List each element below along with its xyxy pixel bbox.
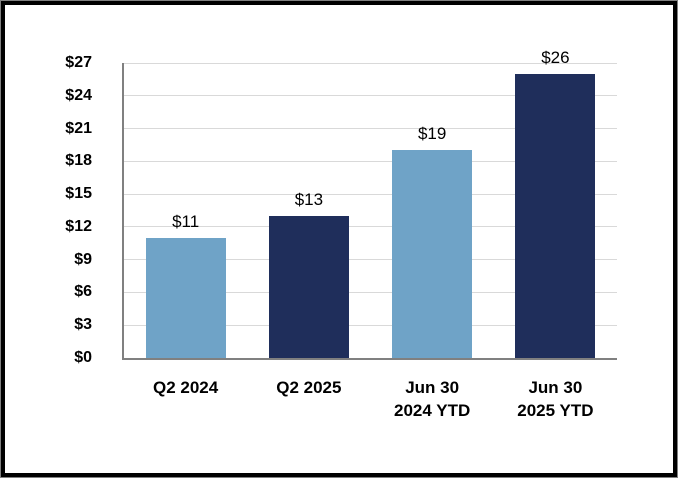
- bar-slot: $19: [371, 63, 494, 358]
- bar: [268, 215, 349, 358]
- x-axis-category-label: Jun 30 2024 YTD: [371, 376, 494, 422]
- y-axis-tick-label: $21: [65, 119, 92, 137]
- plot-area: $11 $13 $19 $26: [122, 49, 617, 360]
- x-axis-category-label-line: 2024 YTD: [394, 401, 471, 420]
- y-axis-tick-labels: $0 $3 $6 $9 $12 $15 $18 $21 $24 $27: [5, 54, 92, 366]
- gridline: [124, 291, 617, 293]
- bar-value-label: $19: [417, 124, 447, 144]
- bars-row: $11 $13 $19 $26: [124, 49, 617, 358]
- y-axis-tick-label: $24: [65, 86, 92, 104]
- bar: [145, 237, 226, 358]
- x-axis-category-labels: Q2 2024 Q2 2025 Jun 30 2024 YTD Jun 30 2025 Y…: [124, 376, 617, 422]
- bar-slot: $11: [124, 63, 247, 358]
- y-axis-tick-label: $6: [74, 283, 92, 301]
- x-axis-category-label: Q2 2025: [247, 376, 370, 422]
- x-axis-category-label-line: Jun 30: [528, 378, 583, 397]
- y-axis-tick-label: $12: [65, 217, 92, 235]
- x-axis-category-label: Q2 2024: [124, 376, 247, 422]
- gridline: [124, 128, 617, 130]
- x-axis-category-label: Jun 30 2025 YTD: [494, 376, 617, 422]
- y-axis-tick-label: $15: [65, 185, 92, 203]
- bar-slot: $26: [494, 49, 617, 358]
- x-axis-category-label-line: Jun 30: [405, 378, 460, 397]
- bar: [392, 150, 473, 358]
- bar-value-label: $11: [172, 211, 200, 231]
- y-axis-tick-label: $9: [74, 250, 92, 268]
- gridline: [124, 160, 617, 162]
- y-axis-tick-label: $3: [74, 316, 92, 334]
- y-axis-tick-label: $27: [65, 54, 92, 71]
- x-axis-category-label-line: 2025 YTD: [517, 401, 594, 420]
- bar-value-label: $26: [541, 47, 570, 67]
- gridline: [124, 193, 617, 195]
- gridline: [124, 226, 617, 228]
- chart-canvas: $0 $3 $6 $9 $12 $15 $18 $21 $24 $27 $11 $13 $19 $26 …: [5, 5, 673, 473]
- gridline: [124, 95, 617, 97]
- bar-value-label: $13: [294, 189, 324, 209]
- gridline: [124, 62, 617, 64]
- bar-slot: $13: [247, 63, 370, 358]
- y-axis-tick-label: $18: [65, 152, 92, 170]
- bar: [515, 73, 596, 358]
- gridline: [124, 259, 617, 261]
- gridline: [124, 324, 617, 326]
- y-axis-tick-label: $0: [74, 349, 92, 366]
- x-axis-category-label-line: Q2 2025: [276, 378, 342, 397]
- x-axis-category-label-line: Q2 2024: [153, 378, 219, 397]
